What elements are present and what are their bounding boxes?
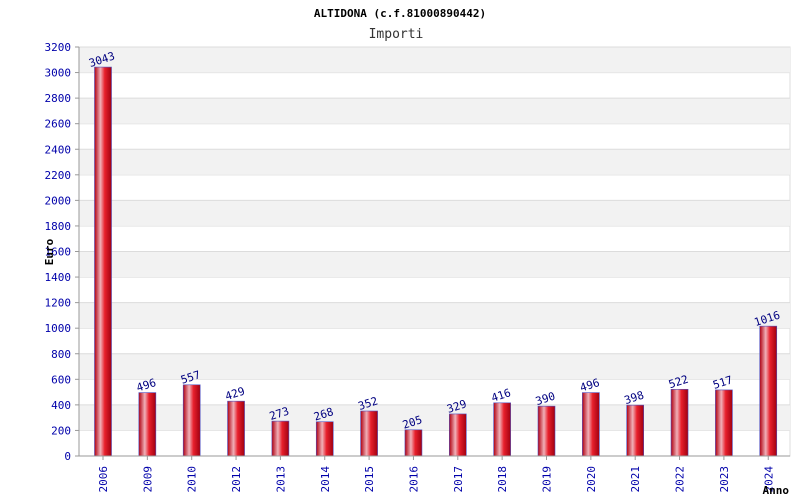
x-tick-label-2017: 2017 xyxy=(452,466,465,493)
bar-2019 xyxy=(537,405,556,457)
data-label-2016: 205 xyxy=(401,413,424,432)
x-tick-label-2016: 2016 xyxy=(407,466,420,493)
data-label-2013: 273 xyxy=(268,405,291,424)
bar-2015 xyxy=(360,410,378,457)
y-tick-label: 3200 xyxy=(45,41,72,54)
y-tick-label: 2000 xyxy=(45,194,72,207)
bar-2010 xyxy=(182,384,201,457)
x-tick-label-2009: 2009 xyxy=(141,466,154,493)
y-axis: 0 200 400 600 800 1000 1200 1400 1600 1800 2000 220… xyxy=(45,41,80,463)
y-tick-label: 1200 xyxy=(45,297,72,310)
y-tick-label: 1400 xyxy=(45,271,72,284)
y-tick-label: 400 xyxy=(51,399,71,412)
x-tick-label-2022: 2022 xyxy=(674,466,687,493)
x-tick-label-2015: 2015 xyxy=(363,466,376,493)
chart-title: ALTIDONA (c.f.81000890442) xyxy=(314,7,486,20)
data-label-2017: 329 xyxy=(445,397,468,416)
grid-band xyxy=(79,200,790,226)
data-label-2019: 390 xyxy=(534,390,557,409)
bar-2024 xyxy=(759,325,778,457)
bar-2006 xyxy=(94,66,112,457)
data-label-2014: 268 xyxy=(312,405,335,424)
y-tick-label: 200 xyxy=(51,424,71,437)
y-tick-label: 1800 xyxy=(45,220,72,233)
y-tick-label: 2400 xyxy=(45,143,72,156)
bar-2014 xyxy=(315,421,334,457)
x-axis: 2006 2009 2010 2012 2013 2014 2015 2016 2017 2018… xyxy=(79,455,790,493)
bar-2016 xyxy=(404,429,423,457)
bar-2018 xyxy=(493,402,511,457)
grid-band xyxy=(79,149,790,175)
bar-2020 xyxy=(582,392,600,457)
data-label-2021: 398 xyxy=(623,389,646,408)
x-axis-label: Anno xyxy=(763,484,790,497)
bar-2009 xyxy=(138,392,157,457)
y-tick-label: 3000 xyxy=(45,67,72,80)
x-tick-label-2024: 2024 xyxy=(762,466,775,493)
grid-band xyxy=(79,353,790,380)
y-axis-label: Euro xyxy=(43,238,56,265)
y-tick-label: 800 xyxy=(51,348,71,361)
grid-band xyxy=(79,302,790,329)
y-tick-label: 600 xyxy=(51,373,71,386)
chart-subtitle: Importi xyxy=(369,27,424,42)
data-label-2022: 522 xyxy=(667,373,690,392)
data-label-2023: 517 xyxy=(711,373,734,392)
x-tick-label-2014: 2014 xyxy=(319,466,332,493)
y-tick-label: 1000 xyxy=(45,322,72,335)
y-tick-label: 1600 xyxy=(45,246,72,259)
y-tick-label: 2200 xyxy=(45,169,72,182)
data-label-2015: 352 xyxy=(357,394,380,413)
x-tick-label-2013: 2013 xyxy=(274,466,287,493)
x-tick-label-2021: 2021 xyxy=(629,466,642,493)
bar-2013 xyxy=(271,420,290,457)
bar-2023 xyxy=(715,389,733,457)
x-tick-label-2006: 2006 xyxy=(97,466,110,493)
data-label-2020: 496 xyxy=(578,376,601,395)
grid-band xyxy=(79,251,790,278)
y-tick-label: 0 xyxy=(64,450,71,463)
y-tick-label: 2600 xyxy=(45,118,72,131)
data-label-2018: 416 xyxy=(490,386,513,405)
data-label-2009: 496 xyxy=(135,376,158,395)
x-tick-label-2018: 2018 xyxy=(496,466,509,493)
bar-2021 xyxy=(626,404,645,457)
grid-band xyxy=(79,98,790,124)
x-tick-label-2010: 2010 xyxy=(186,466,199,493)
data-label-2010: 557 xyxy=(179,368,202,387)
grid-band xyxy=(79,47,790,73)
x-tick-label-2019: 2019 xyxy=(541,466,554,493)
x-tick-label-2012: 2012 xyxy=(230,466,243,493)
bar-2022 xyxy=(670,388,689,457)
x-tick-label-2020: 2020 xyxy=(585,466,598,493)
x-tick-label-2023: 2023 xyxy=(718,466,731,493)
bar-2017 xyxy=(448,413,467,457)
y-tick-label: 2800 xyxy=(45,92,72,105)
data-label-2012: 429 xyxy=(224,385,247,404)
bar-2012 xyxy=(227,400,245,457)
